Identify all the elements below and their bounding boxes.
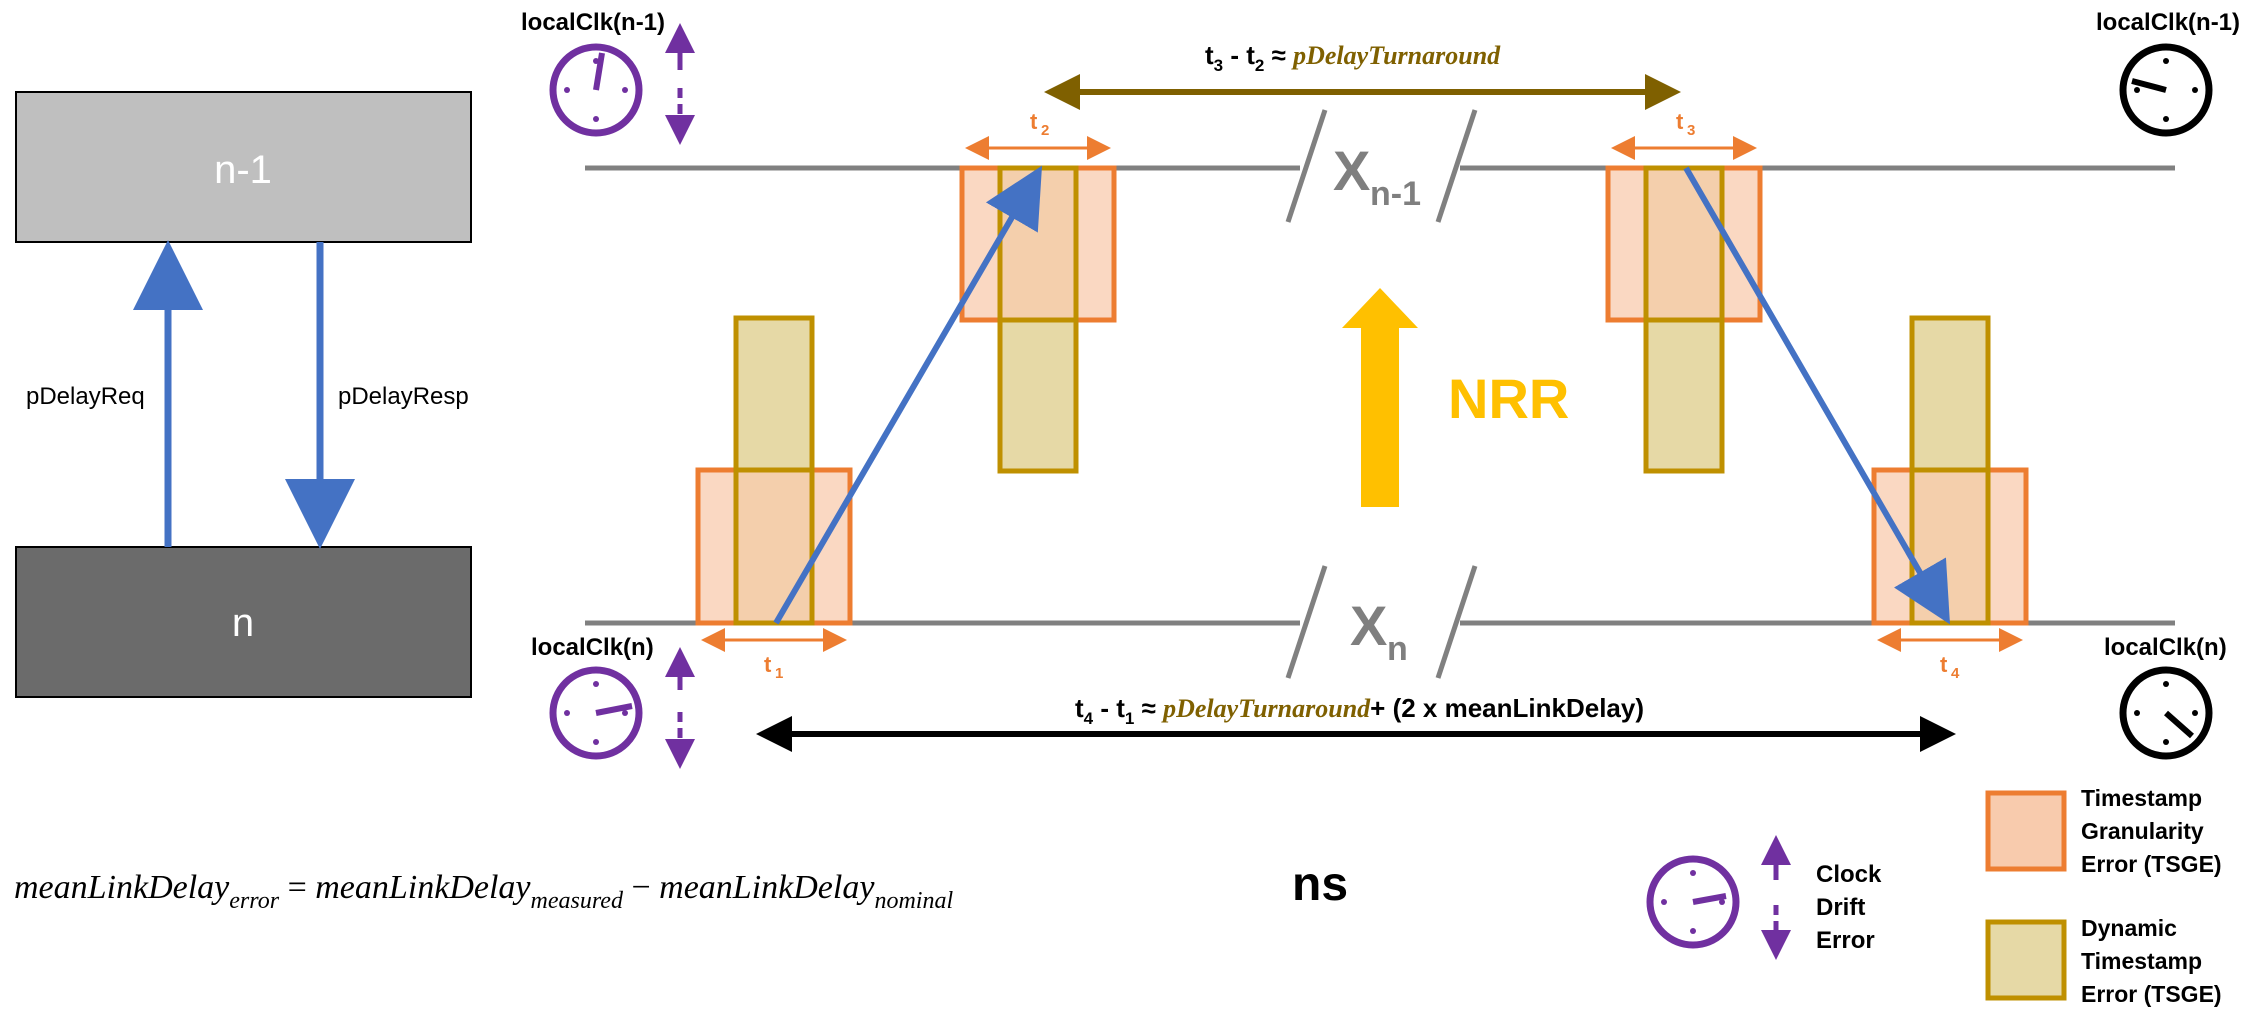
turnaround-bottom-formula: t4 - t1 ≈ pDelayTurnaround+ (2 x meanLin… [1075,693,1644,728]
node-upper-label: n-1 [214,148,272,192]
equation-subscript: error [229,888,279,914]
error-equation: meanLinkDelayerror = meanLinkDelaymeasur… [14,869,953,914]
formula-minus: - t [1093,693,1125,723]
timestamp-t3: t 3 [1611,109,1757,160]
error-block-t2 [959,165,1117,474]
legend-clock-drift-line2: Drift [1816,894,1865,921]
legend-dynamic-line2: Timestamp [2081,948,2202,974]
clock-label-top-right: localClk(n-1) [2096,9,2240,36]
t4-subscript: 4 [1951,665,1960,682]
node-lower: n [15,546,472,698]
equation-minus: − [623,869,659,906]
timestamp-t1: t 1 [701,628,847,682]
clock-icon [2119,666,2213,760]
granularity-error-box [959,165,1117,323]
equation-term: meanLinkDelay [659,869,875,906]
timeline-lower-label: X [1350,594,1387,657]
legend-tsge-line2: Granularity [2081,818,2204,844]
t1-label: t [764,652,772,677]
timestamp-t2: t 2 [965,109,1111,160]
legend-dynamic-line3: Error (TSGE) [2081,981,2222,1007]
request-message-arrow [773,165,1043,625]
t4-label: t [1940,652,1948,677]
formula-term: pDelayTurnaround [1291,41,1501,70]
t1-subscript: 1 [775,665,783,682]
equation-subscript: measured [531,888,624,914]
node-lower-label: n [232,601,254,645]
clock-icon [549,666,643,760]
equation-unit: ns [1292,858,1348,911]
t2-subscript: 2 [1041,122,1049,139]
nrr-arrow [1342,288,1418,507]
formula-approx: ≈ [1134,693,1163,723]
legend-clock-drift-line3: Error [1816,927,1875,954]
legend-tsge-swatch [1985,790,2067,872]
error-block-t3 [1605,165,1763,474]
equation-term: meanLinkDelay [315,869,531,906]
formula-sub: 1 [1125,709,1134,728]
legend-tsge: Timestamp Granularity Error (TSGE) [1985,785,2222,877]
clock-label-top-left: localClk(n-1) [521,9,665,36]
error-block-t1 [695,315,853,626]
response-message-arrow [1683,166,1951,625]
formula-suffix: + (2 x meanLinkDelay) [1370,693,1644,723]
equation-subscript: nominal [874,888,953,914]
pdelayreq-label: pDelayReq [26,383,145,410]
formula-t: t [1205,40,1214,70]
formula-minus: - t [1223,40,1255,70]
timeline-upper-label: X [1333,139,1370,202]
timestamp-t4: t 4 [1877,628,2023,682]
formula-sub: 4 [1084,709,1094,728]
t2-label: t [1030,109,1038,134]
turnaround-bottom: t4 - t1 ≈ pDelayTurnaround+ (2 x meanLin… [756,693,1956,752]
granularity-error-box [1871,467,2029,626]
formula-sub: 2 [1255,56,1264,75]
legend-dynamic-swatch [1985,919,2067,1001]
formula-term: pDelayTurnaround [1161,694,1371,723]
legend-dynamic-line1: Dynamic [2081,915,2177,941]
pdelayresp-label: pDelayResp [338,383,469,410]
clock-icon [2119,43,2213,137]
timeline-upper-subscript: n-1 [1370,175,1421,213]
t3-subscript: 3 [1687,122,1695,139]
legend-dynamic: Dynamic Timestamp Error (TSGE) [1985,915,2222,1007]
clock-label-bottom-right: localClk(n) [2104,634,2227,661]
formula-approx: ≈ [1264,40,1293,70]
legend-clock-drift-line1: Clock [1816,861,1882,888]
timeline-upper: X n-1 [585,109,2175,223]
legend-tsge-line1: Timestamp [2081,785,2202,811]
equation-term: meanLinkDelay [14,869,230,906]
error-block-t4 [1871,315,2029,626]
t3-label: t [1676,109,1684,134]
turnaround-top-formula: t3 - t2 ≈ pDelayTurnaround [1205,40,1501,75]
legend-clock-drift: Clock Drift Error [1646,835,1882,960]
nrr-label: NRR [1448,367,1569,430]
granularity-error-box [695,467,853,626]
node-upper: n-1 [15,91,472,243]
formula-sub: 3 [1214,56,1223,75]
timeline-lower-subscript: n [1387,630,1408,668]
legend-tsge-line3: Error (TSGE) [2081,851,2222,877]
granularity-error-box [1605,165,1763,323]
clock-icon [1646,855,1740,949]
clock-label-bottom-left: localClk(n) [531,634,654,661]
formula-t: t [1075,693,1084,723]
clock-icon [549,43,643,137]
equation-equals: = [279,869,315,906]
turnaround-top: t3 - t2 ≈ pDelayTurnaround [1044,40,1681,110]
